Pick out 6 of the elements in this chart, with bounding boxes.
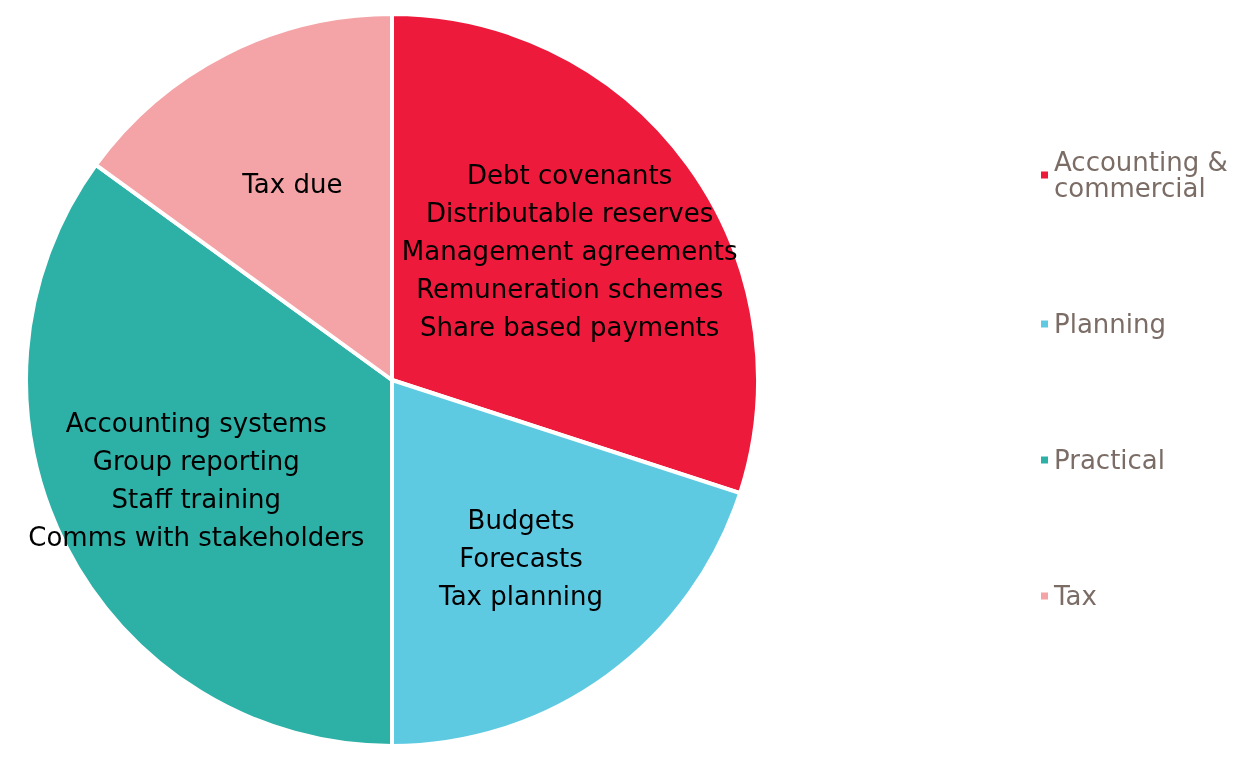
legend-label: Planning (1054, 309, 1167, 339)
legend-label: Tax (1053, 581, 1097, 611)
legend-label: Practical (1054, 445, 1166, 475)
text: Tax due (241, 169, 343, 200)
legend-label: Accounting & commercial (1054, 147, 1237, 203)
text: Budgets Forecasts Tax planning (438, 504, 604, 611)
